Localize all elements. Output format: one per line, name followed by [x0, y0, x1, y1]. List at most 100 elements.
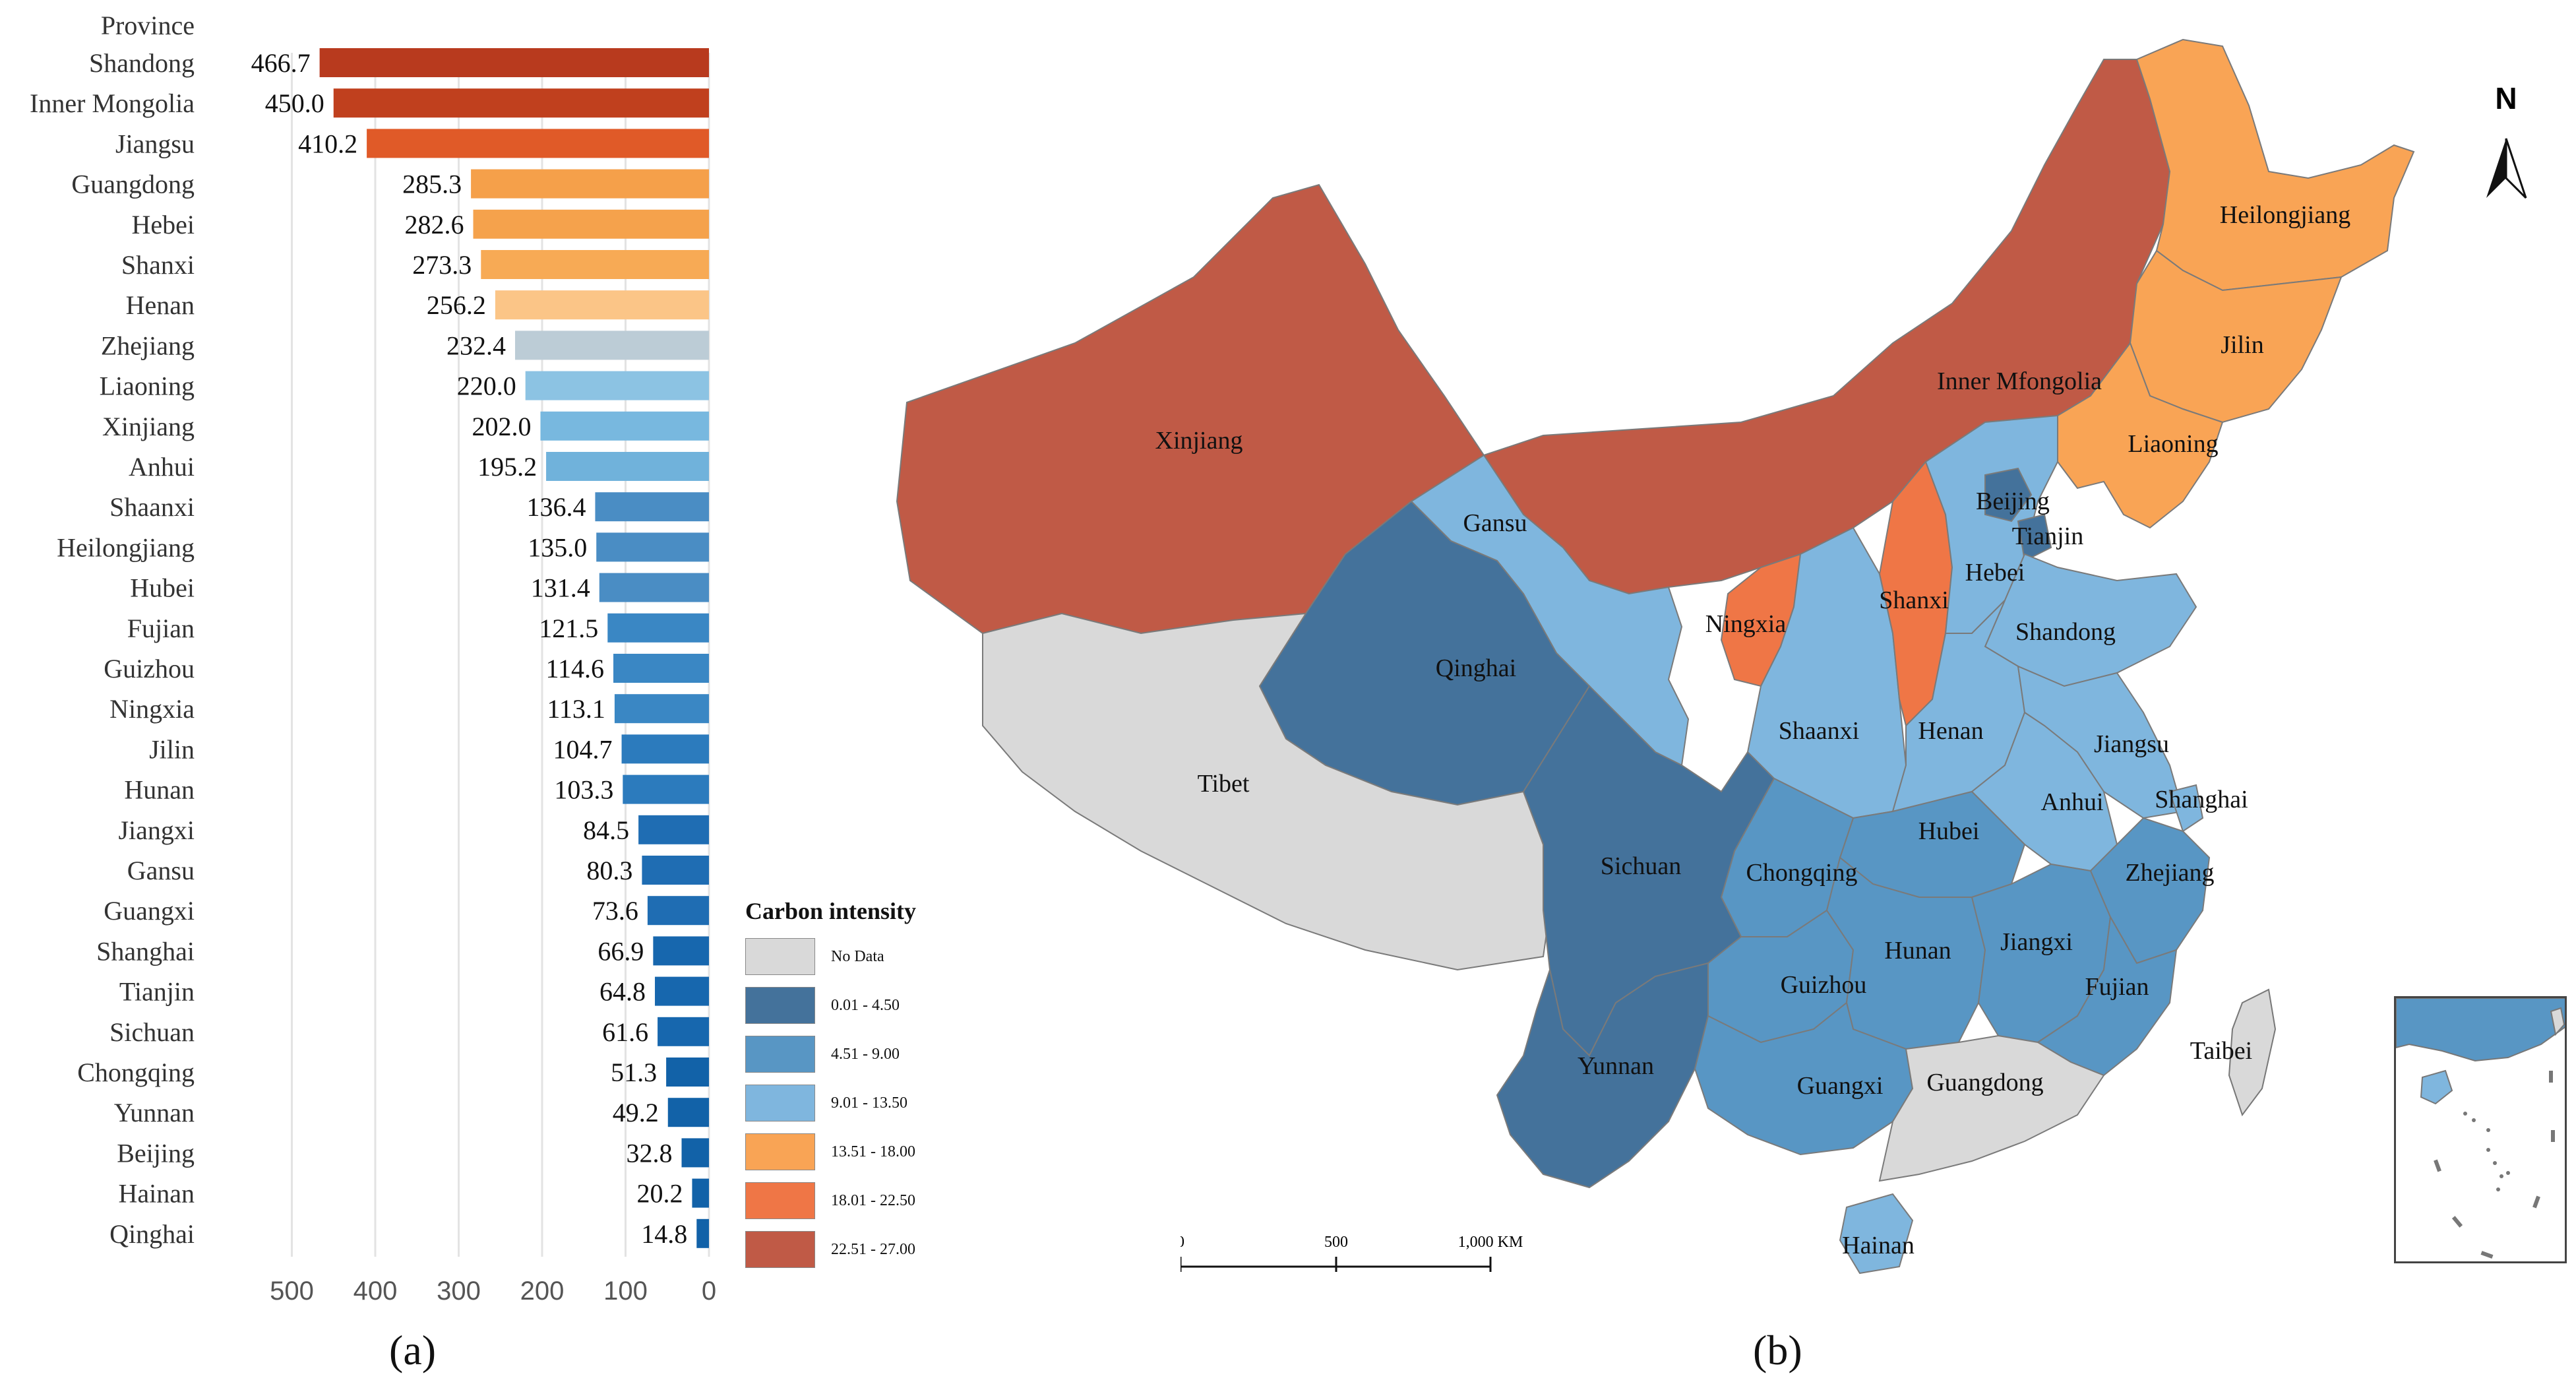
- value-label: 282.6: [405, 210, 464, 239]
- category-label: Hunan: [124, 775, 195, 805]
- region-label: Taibei: [2190, 1037, 2252, 1065]
- value-label: 20.2: [636, 1179, 683, 1209]
- value-label: 450.0: [265, 88, 324, 118]
- region-inner-mongolia: [1483, 59, 2171, 595]
- category-label: Heilongjiang: [57, 532, 195, 562]
- region-label: Liaoning: [2128, 430, 2218, 458]
- legend-item: No Data: [745, 937, 943, 976]
- legend-label: 13.51 - 18.00: [831, 1143, 915, 1160]
- legend-label: 0.01 - 4.50: [831, 996, 900, 1014]
- category-label: Anhui: [129, 452, 195, 482]
- value-label: 51.3: [611, 1058, 657, 1087]
- category-label: Shaanxi: [109, 492, 195, 522]
- category-label: Jiangxi: [118, 815, 195, 845]
- bar: [471, 169, 709, 199]
- scale-label-1000: 1,000 KM: [1458, 1234, 1523, 1251]
- region-label: Shanxi: [1879, 586, 1949, 614]
- value-label: 466.7: [251, 48, 311, 78]
- bar: [481, 250, 709, 279]
- bar: [495, 290, 709, 320]
- bar: [623, 774, 709, 804]
- legend-swatch: [745, 1231, 815, 1268]
- legend-item: 22.51 - 27.00: [745, 1230, 943, 1269]
- bar: [367, 129, 709, 158]
- region-label: Hainan: [1842, 1232, 1915, 1259]
- value-label: 136.4: [526, 492, 586, 522]
- region-label: Hebei: [1965, 559, 2025, 586]
- category-label: Liaoning: [100, 371, 195, 401]
- china-map-panel: Xinjiang Inner Mfongolia Heilongjiang Jilin…: [732, 0, 2576, 1387]
- legend-item: 9.01 - 13.50: [745, 1083, 943, 1123]
- region-heilongjiang: [2135, 38, 2415, 292]
- region-taibei: [2228, 988, 2277, 1117]
- region-tianjin: [2017, 513, 2052, 562]
- category-label: Shanxi: [121, 250, 195, 280]
- panel-label-b: (b): [1753, 1327, 1802, 1374]
- region-shanghai: [2168, 784, 2204, 833]
- value-label: 80.3: [586, 856, 632, 885]
- legend-label: 22.51 - 27.00: [831, 1240, 915, 1258]
- category-label: Yunnan: [114, 1098, 195, 1127]
- category-label: Shandong: [89, 48, 195, 78]
- bar-chart-panel: 500 400 300 200 100 0 Province Shandong 466.7 Inn…: [0, 0, 732, 1387]
- region-label: Shandong: [2015, 618, 2116, 646]
- scale-label-500: 500: [1324, 1234, 1348, 1251]
- region-label: Qinghai: [1436, 654, 1516, 682]
- category-label: Sichuan: [109, 1017, 195, 1047]
- map-scale-bar: 0 500 1,000 KM: [1177, 1227, 1523, 1280]
- bar: [525, 371, 709, 400]
- region-label: Zhejiang: [2125, 859, 2214, 887]
- value-label: 114.6: [546, 654, 605, 683]
- region-label: Fujian: [2085, 973, 2149, 1001]
- bar: [540, 411, 709, 441]
- region-label: Jiangsu: [2094, 730, 2169, 758]
- region-label: Gansu: [1463, 509, 1527, 537]
- legend-swatch: [745, 938, 815, 975]
- region-label: Yunnan: [1578, 1052, 1654, 1080]
- value-label: 66.9: [598, 936, 644, 966]
- bar-chart: 500 400 300 200 100 0 Province Shandong 466.7 Inn…: [30, 11, 716, 1306]
- bar: [638, 815, 709, 844]
- region-label: Anhui: [2041, 788, 2104, 816]
- region-label: Ningxia: [1705, 610, 1787, 638]
- x-tick-label: 100: [603, 1277, 648, 1306]
- china-choropleth-map: Xinjiang Inner Mfongolia Heilongjiang Jilin…: [896, 38, 2527, 1275]
- category-label: Beijing: [117, 1138, 195, 1168]
- bar: [681, 1138, 709, 1168]
- value-label: 103.3: [554, 775, 613, 805]
- north-arrow-label: N: [2495, 81, 2517, 115]
- region-label: Chongqing: [1746, 859, 1858, 887]
- value-label: 131.4: [531, 573, 590, 603]
- bar: [658, 1017, 709, 1046]
- region-label: Shanghai: [2155, 786, 2248, 813]
- region-label: Xinjiang: [1155, 427, 1243, 455]
- value-label: 32.8: [627, 1138, 673, 1168]
- x-tick-label: 400: [353, 1277, 398, 1306]
- x-tick-label: 500: [270, 1277, 314, 1306]
- category-label: Inner Mongolia: [30, 88, 195, 118]
- value-label: 195.2: [477, 452, 537, 482]
- region-label: Jilin: [2221, 331, 2263, 359]
- category-header: Province: [101, 11, 195, 40]
- bar: [515, 331, 709, 360]
- region-guangdong: [1878, 1034, 2105, 1182]
- bar: [647, 896, 709, 926]
- bar: [473, 209, 709, 239]
- category-label: Qinghai: [109, 1219, 195, 1249]
- category-label: Hainan: [118, 1179, 195, 1209]
- region-label: Guizhou: [1781, 971, 1867, 999]
- value-label: 285.3: [402, 170, 462, 199]
- legend-swatch: [745, 1036, 815, 1073]
- legend-title: Carbon intensity: [745, 898, 917, 924]
- category-label: Shanghai: [96, 936, 195, 966]
- south-china-sea-inset: [2394, 996, 2567, 1263]
- value-label: 113.1: [547, 694, 605, 724]
- legend-item: 18.01 - 22.50: [745, 1181, 943, 1220]
- category-label: Guangdong: [71, 170, 195, 199]
- category-label: Henan: [126, 290, 195, 320]
- value-label: 202.0: [472, 412, 531, 441]
- legend-swatch: [745, 1133, 815, 1170]
- category-label: Gansu: [127, 856, 195, 885]
- value-label: 73.6: [592, 896, 638, 926]
- value-label: 84.5: [583, 815, 629, 845]
